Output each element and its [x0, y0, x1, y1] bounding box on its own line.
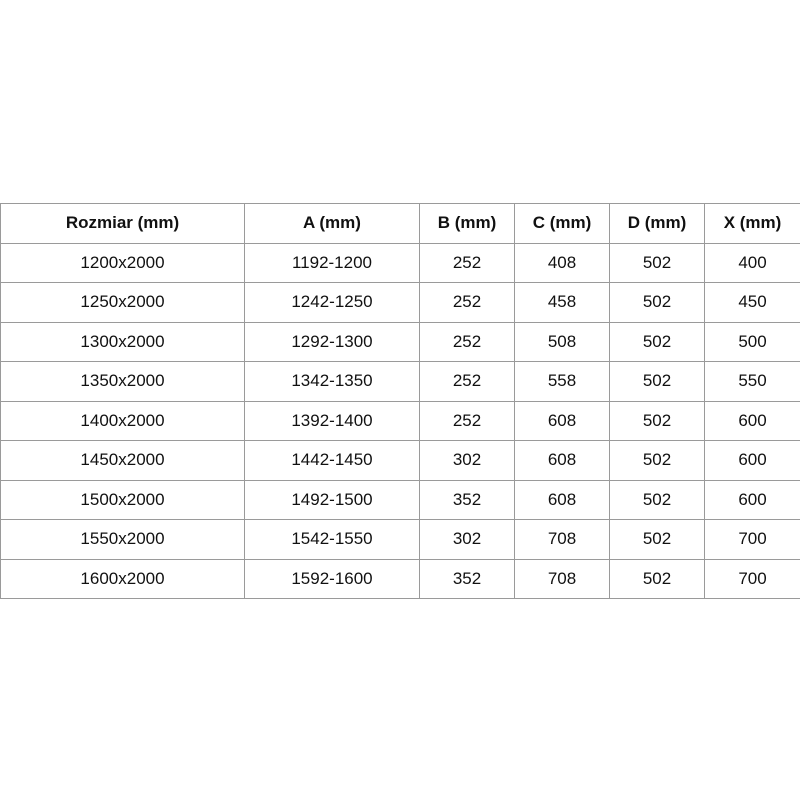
cell-b: 352 — [419, 558, 515, 599]
column-header-x: X (mm) — [704, 203, 800, 244]
cell-d: 502 — [609, 519, 705, 560]
cell-size: 1300x2000 — [0, 321, 245, 362]
cell-d: 502 — [609, 242, 705, 283]
column-header-size: Rozmiar (mm) — [0, 203, 245, 244]
cell-x: 700 — [704, 519, 800, 560]
cell-size: 1400x2000 — [0, 400, 245, 441]
column-header-b: B (mm) — [419, 203, 515, 244]
table-row: 1450x2000 1442-1450 302 608 502 600 — [0, 440, 800, 481]
cell-c: 408 — [514, 242, 610, 283]
cell-x: 600 — [704, 440, 800, 481]
cell-a: 1192-1200 — [244, 242, 420, 283]
cell-size: 1200x2000 — [0, 242, 245, 283]
cell-d: 502 — [609, 479, 705, 520]
cell-b: 352 — [419, 479, 515, 520]
cell-size: 1250x2000 — [0, 282, 245, 323]
cell-c: 508 — [514, 321, 610, 362]
table-row: 1350x2000 1342-1350 252 558 502 550 — [0, 361, 800, 402]
size-table: Rozmiar (mm) A (mm) B (mm) C (mm) D (mm) X (m… — [0, 203, 800, 599]
cell-b: 252 — [419, 321, 515, 362]
cell-b: 252 — [419, 400, 515, 441]
table-row: 1550x2000 1542-1550 302 708 502 700 — [0, 519, 800, 560]
cell-a: 1392-1400 — [244, 400, 420, 441]
cell-d: 502 — [609, 400, 705, 441]
cell-a: 1592-1600 — [244, 558, 420, 599]
column-header-c: C (mm) — [514, 203, 610, 244]
table-row: 1500x2000 1492-1500 352 608 502 600 — [0, 479, 800, 520]
header-row: Rozmiar (mm) A (mm) B (mm) C (mm) D (mm) X (m… — [0, 203, 800, 244]
cell-d: 502 — [609, 282, 705, 323]
cell-x: 600 — [704, 400, 800, 441]
cell-c: 558 — [514, 361, 610, 402]
cell-b: 302 — [419, 519, 515, 560]
table-row: 1200x2000 1192-1200 252 408 502 400 — [0, 242, 800, 283]
cell-size: 1600x2000 — [0, 558, 245, 599]
cell-c: 608 — [514, 479, 610, 520]
cell-a: 1442-1450 — [244, 440, 420, 481]
cell-x: 400 — [704, 242, 800, 283]
cell-x: 500 — [704, 321, 800, 362]
cell-d: 502 — [609, 440, 705, 481]
cell-x: 600 — [704, 479, 800, 520]
cell-a: 1242-1250 — [244, 282, 420, 323]
table-row: 1300x2000 1292-1300 252 508 502 500 — [0, 321, 800, 362]
cell-c: 708 — [514, 558, 610, 599]
cell-a: 1292-1300 — [244, 321, 420, 362]
cell-b: 302 — [419, 440, 515, 481]
cell-size: 1500x2000 — [0, 479, 245, 520]
cell-a: 1342-1350 — [244, 361, 420, 402]
cell-a: 1542-1550 — [244, 519, 420, 560]
column-header-a: A (mm) — [244, 203, 420, 244]
table-row: 1250x2000 1242-1250 252 458 502 450 — [0, 282, 800, 323]
cell-d: 502 — [609, 321, 705, 362]
column-header-d: D (mm) — [609, 203, 705, 244]
cell-b: 252 — [419, 361, 515, 402]
cell-c: 458 — [514, 282, 610, 323]
cell-d: 502 — [609, 361, 705, 402]
cell-c: 708 — [514, 519, 610, 560]
cell-x: 450 — [704, 282, 800, 323]
cell-size: 1550x2000 — [0, 519, 245, 560]
cell-b: 252 — [419, 282, 515, 323]
table-row: 1600x2000 1592-1600 352 708 502 700 — [0, 558, 800, 599]
cell-a: 1492-1500 — [244, 479, 420, 520]
cell-x: 700 — [704, 558, 800, 599]
cell-size: 1450x2000 — [0, 440, 245, 481]
cell-d: 502 — [609, 558, 705, 599]
cell-c: 608 — [514, 400, 610, 441]
table-row: 1400x2000 1392-1400 252 608 502 600 — [0, 400, 800, 441]
cell-b: 252 — [419, 242, 515, 283]
cell-x: 550 — [704, 361, 800, 402]
cell-size: 1350x2000 — [0, 361, 245, 402]
cell-c: 608 — [514, 440, 610, 481]
